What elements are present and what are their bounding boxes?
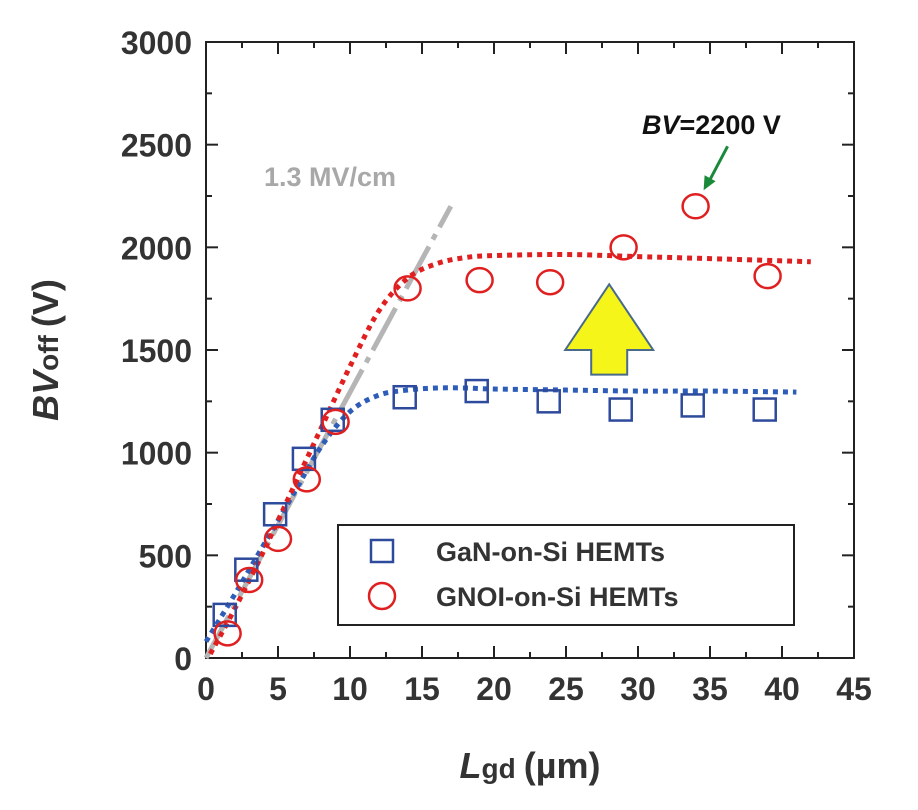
gan-data-point xyxy=(464,378,489,404)
y-axis-title-unit: (V) xyxy=(25,279,66,327)
legend-label-gan: GaN-on-Si HEMTs xyxy=(436,537,665,567)
y-tick-label: 0 xyxy=(174,641,192,677)
x-tick-label: 40 xyxy=(764,671,800,707)
x-tick-label: 25 xyxy=(548,671,584,707)
legend-square-marker xyxy=(369,538,395,564)
gnoi-data-point xyxy=(234,566,264,594)
gan-data-point xyxy=(536,389,561,414)
gnoi-data-point xyxy=(213,620,242,647)
gan-data-point xyxy=(608,397,633,422)
gnoi-data-point xyxy=(292,466,322,493)
gnoi-data-point xyxy=(535,268,565,296)
x-tick-label: 35 xyxy=(692,671,728,707)
y-tick-label: 2000 xyxy=(121,230,192,266)
gnoi-data-point xyxy=(263,525,293,553)
slope-label: 1.3 MV/cm xyxy=(264,162,396,192)
legend-label-gnoi: GNOI-on-Si HEMTs xyxy=(436,582,679,612)
annotation-arrow-head-icon xyxy=(703,175,716,191)
x-tick-label: 5 xyxy=(269,671,287,707)
gnoi-data-point xyxy=(681,193,710,220)
gan-data-point xyxy=(291,446,317,472)
gnoi-data-point xyxy=(753,262,782,290)
gan-data-point xyxy=(212,602,237,628)
axis-ticks xyxy=(205,41,855,659)
tick-labels: 0 5 10 15 20 25 30 35 40 45 0 500 1000 1500 2000 2500 30… xyxy=(121,25,872,707)
y-tick-label: 3000 xyxy=(121,25,192,61)
legend-box xyxy=(337,524,795,626)
y-tick-label: 2500 xyxy=(121,128,192,164)
annotation-arrow-line xyxy=(708,145,729,181)
data-markers xyxy=(212,193,782,647)
gnoi-data-point xyxy=(609,234,638,261)
legend-circle-marker xyxy=(367,581,397,611)
y-tick-label: 500 xyxy=(139,538,192,574)
x-tick-label: 0 xyxy=(197,671,215,707)
x-axis-title-sub: gd xyxy=(482,753,516,784)
x-axis-title: Lgd (µm) xyxy=(460,745,601,786)
gnoi-data-point xyxy=(393,275,422,302)
x-axis-title-main: L xyxy=(460,745,482,786)
bv-annotation-prefix: BV xyxy=(642,110,681,140)
x-tick-label: 15 xyxy=(404,671,440,707)
gan-data-point xyxy=(752,397,777,422)
bv-annotation-suffix: =2200 V xyxy=(680,110,781,140)
gan-data-point xyxy=(680,393,705,418)
x-tick-label: 20 xyxy=(476,671,512,707)
gnoi-data-point xyxy=(465,266,494,294)
gnoi-fit-curve xyxy=(208,251,811,656)
gan-data-point xyxy=(392,384,417,410)
y-tick-label: 1000 xyxy=(121,436,192,472)
x-tick-label: 45 xyxy=(836,671,872,707)
x-tick-label: 10 xyxy=(332,671,368,707)
y-axis-title-sub: off xyxy=(33,334,64,370)
bv-annotation: BV=2200 V xyxy=(642,110,781,140)
x-tick-label: 30 xyxy=(620,671,656,707)
y-tick-label: 1500 xyxy=(121,333,192,369)
gan-data-point xyxy=(262,502,288,527)
legend: GaN-on-Si HEMTs GNOI-on-Si HEMTs xyxy=(337,524,795,626)
improvement-arrow-icon xyxy=(563,282,656,376)
x-axis-title-unit: (µm) xyxy=(524,745,601,786)
gnoi-data-point xyxy=(321,408,350,436)
y-axis-title: BVoff (V) xyxy=(25,279,66,421)
y-axis-title-main: BV xyxy=(25,368,66,421)
